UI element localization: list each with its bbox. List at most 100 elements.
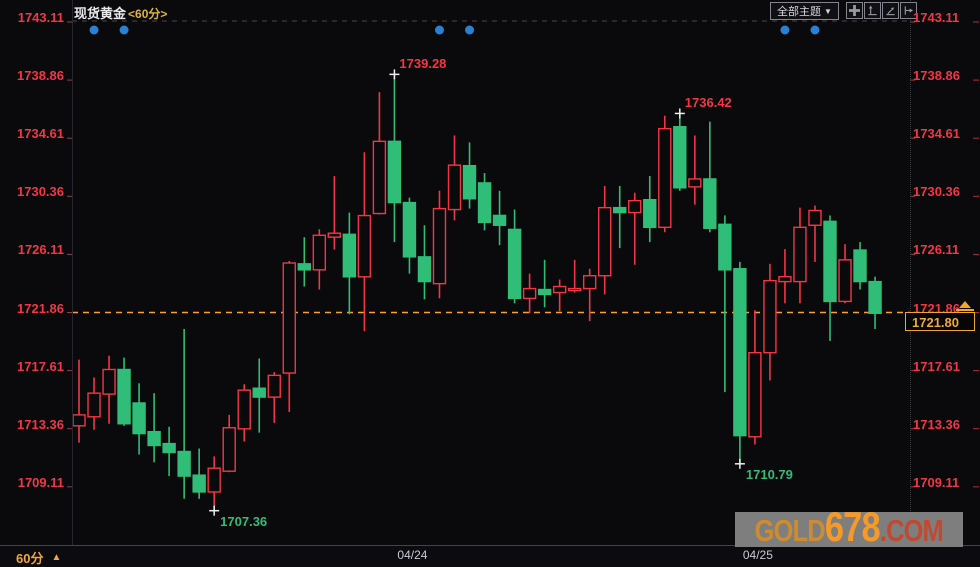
right-axis-line: [910, 0, 911, 545]
candle-body: [252, 387, 266, 398]
event-dot-marker: [465, 25, 475, 35]
chevron-down-icon: ▼: [824, 6, 832, 16]
page-title: 现货黄金: [74, 6, 127, 21]
event-dot-marker: [434, 25, 444, 35]
symbol-header: 现货黄金 <60分>: [74, 3, 167, 22]
low-price-annotation: 1707.36: [220, 513, 268, 529]
candle-body: [237, 389, 251, 430]
low-price-annotation: 1710.79: [745, 466, 793, 482]
watermark: GOLD 678 .COM: [735, 503, 963, 550]
candle-body: [222, 427, 236, 472]
candle-body: [297, 263, 311, 271]
candle-body: [312, 234, 327, 271]
triangle-up-icon: ▲: [51, 552, 62, 563]
candle-body: [402, 201, 417, 258]
candle-body: [207, 467, 221, 493]
watermark-678: 678: [825, 503, 881, 550]
candle-body: [748, 351, 762, 438]
period-selector[interactable]: 60分 ▲: [16, 548, 61, 567]
candle-body: [267, 374, 281, 398]
period-label: 60分: [16, 551, 44, 566]
candle-body: [778, 275, 792, 283]
candle-body: [582, 275, 597, 290]
candle-body: [327, 232, 342, 238]
candle-body: [492, 214, 507, 226]
price-up-arrow-base: [956, 309, 974, 311]
candle-body: [628, 199, 642, 214]
candle-body: [282, 262, 296, 374]
left-axis-line: [72, 0, 73, 567]
candle-body: [823, 220, 837, 303]
candle-body: [117, 368, 131, 425]
candle-body: [688, 178, 702, 188]
candle-body: [522, 287, 537, 300]
y-axis-label: 1709.11: [913, 474, 960, 490]
candle-body: [447, 164, 462, 211]
y-axis-label: 1730.36: [913, 184, 960, 200]
theme-dropdown[interactable]: 全部主题 ▼: [770, 2, 839, 20]
y-axis-label: 1717.61: [913, 358, 960, 374]
candle-body: [703, 178, 717, 229]
event-dot-marker: [119, 25, 129, 35]
candle-body: [838, 259, 852, 303]
x-axis-date-label: 04/25: [742, 548, 773, 562]
candle-body: [868, 280, 882, 315]
candle-body: [598, 206, 612, 277]
candle-body: [357, 214, 372, 278]
interval-tag: <60分>: [128, 7, 168, 21]
candle-body: [192, 474, 206, 493]
x-axis-date-label: 04/24: [397, 548, 428, 562]
candle-body: [793, 226, 807, 283]
candle-body: [658, 127, 672, 229]
candle-body: [102, 368, 116, 395]
candle-body: [177, 450, 191, 477]
candle-body: [552, 285, 567, 294]
watermark-gold: GOLD: [754, 513, 826, 548]
candle-body: [72, 414, 86, 427]
candle-body: [718, 223, 732, 271]
pan-right-icon[interactable]: [900, 2, 917, 19]
candle-body: [673, 126, 687, 189]
candle-body: [162, 442, 176, 454]
y-axis-label: 1726.11: [913, 242, 960, 258]
candle-body: [432, 207, 447, 285]
y-axis-label: 1721.86: [913, 300, 960, 316]
candle-body: [808, 209, 822, 226]
y-axis-label: 1734.61: [17, 126, 64, 142]
watermark-com: .COM: [880, 513, 944, 548]
candle-body: [613, 206, 627, 214]
candle-body: [417, 256, 432, 283]
candle-body: [733, 268, 747, 437]
event-dot-marker: [89, 25, 99, 35]
y-axis-label: 1717.61: [17, 358, 64, 374]
candle-body: [853, 249, 867, 283]
candle-body: [567, 287, 582, 292]
candle-body: [477, 182, 492, 224]
y-axis-label: 1713.36: [17, 416, 64, 432]
scale-diagonal-icon[interactable]: [882, 2, 899, 19]
candle-body: [462, 164, 477, 200]
scale-vertical-icon[interactable]: [864, 2, 881, 19]
y-axis-label: 1743.11: [913, 10, 960, 25]
y-axis-label: 1738.86: [913, 68, 960, 84]
y-axis-label: 1743.11: [17, 10, 64, 25]
high-price-annotation: 1736.42: [684, 95, 732, 111]
candle-body: [147, 430, 161, 447]
candle-body: [342, 233, 357, 278]
event-dot-marker: [780, 25, 790, 35]
candle-body: [537, 288, 552, 296]
candle-body: [372, 140, 387, 215]
candle-body: [132, 402, 146, 435]
price-up-arrow-icon: [959, 301, 971, 308]
y-axis-label: 1721.86: [17, 300, 64, 316]
event-dot-marker: [810, 25, 820, 35]
candle-body: [507, 228, 522, 300]
y-axis-label: 1738.86: [17, 68, 64, 84]
move-icon[interactable]: [846, 2, 863, 19]
candle-body: [763, 279, 777, 354]
y-axis-label: 1709.11: [17, 474, 64, 490]
current-price-tag: 1721.80: [905, 312, 975, 331]
y-axis-label: 1713.36: [913, 416, 960, 432]
